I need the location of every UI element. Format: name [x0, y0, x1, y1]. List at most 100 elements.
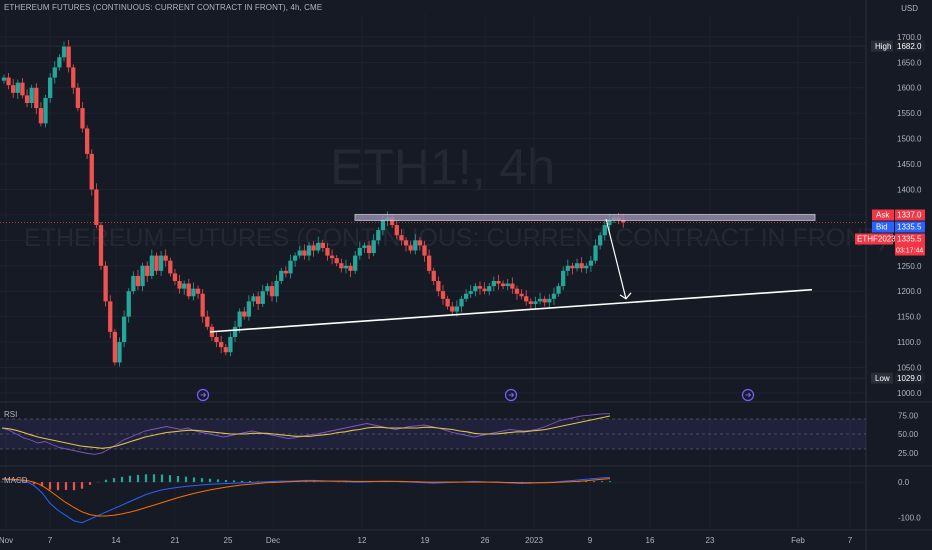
high-value: 1682.0 [897, 42, 922, 51]
candle-body [339, 263, 344, 269]
candle-body [135, 275, 141, 287]
candle-body [279, 270, 284, 282]
candle-body [403, 240, 409, 246]
candle-body [242, 311, 247, 317]
candle-body [20, 82, 25, 96]
candle-body [145, 265, 150, 276]
time-tick-label: 7 [48, 536, 53, 545]
time-tick-label: 19 [421, 536, 430, 545]
candle-body [71, 67, 76, 88]
candle-body [325, 247, 330, 256]
candle-body [29, 87, 34, 104]
candle-body [348, 265, 353, 271]
candle-body [570, 265, 575, 269]
candle-body [283, 270, 289, 274]
low-tag [871, 372, 893, 384]
candle-body [413, 240, 418, 251]
candle-body [228, 336, 233, 353]
candle-body [510, 283, 515, 289]
candle-body [598, 235, 603, 246]
candle-body [34, 87, 39, 109]
ask-tag [872, 209, 894, 221]
price-tick-label: 1550.0 [897, 109, 922, 118]
candle-body [431, 270, 436, 282]
candle-body [306, 245, 312, 256]
candle-body [302, 250, 307, 256]
time-tick-label: 14 [112, 536, 121, 545]
last-symbol-tag [855, 233, 893, 245]
time-tick-label: 9 [588, 536, 593, 545]
candle-body [574, 263, 580, 269]
candle-body [565, 265, 570, 271]
candle-body [533, 301, 538, 304]
candle-body [61, 46, 67, 58]
candle-body [149, 255, 154, 276]
projection-arrow [605, 218, 627, 299]
candle-body [371, 240, 376, 254]
candle-body [205, 316, 210, 327]
candle-body [219, 342, 224, 348]
price-axis[interactable]: 1700.0 1650.0 1600.0 1550.0 1500.0 1450.0 1400… [897, 33, 922, 398]
candle-body [237, 311, 242, 327]
time-axis[interactable]: Nov 7 14 21 25 Dec 12 19 26 2023 9 16 23 Feb 7 [0, 536, 853, 545]
time-tick-label: Nov [0, 536, 13, 545]
rsi-line [1, 413, 610, 455]
candle-body [172, 273, 178, 282]
candle-body [584, 265, 589, 269]
candle-body [426, 255, 432, 271]
time-tick-label: 7 [848, 536, 853, 545]
candle-body [200, 293, 205, 317]
candle-body [602, 225, 607, 236]
time-tick-label: Feb [791, 536, 805, 545]
candle-body [255, 296, 261, 304]
candle-body [491, 281, 496, 287]
rsi-tick-label: 50.00 [898, 430, 919, 439]
price-tick-label: 1700.0 [897, 33, 922, 42]
candle-body [38, 108, 44, 124]
event-markers[interactable] [196, 388, 755, 402]
candle-body [108, 301, 113, 332]
candle-body [251, 296, 256, 302]
candle-body [436, 281, 441, 292]
candle-body [353, 255, 358, 271]
candle-body [11, 85, 16, 93]
candle-body [450, 306, 455, 312]
candle-body [117, 342, 122, 363]
ask-tag-label: Ask [876, 211, 890, 220]
candle-body [6, 77, 11, 86]
candle-body [103, 265, 108, 302]
drawings[interactable] [0, 45, 866, 379]
macd-label: MACD [4, 476, 28, 485]
projection-arrow-head [619, 292, 632, 300]
candle-body [329, 255, 335, 259]
candle-body [52, 67, 57, 78]
candle-body [182, 283, 187, 289]
ask-value-box [895, 209, 925, 221]
last-symbol-label: ETHF2023 [857, 235, 896, 244]
event-icon [741, 388, 755, 402]
candle-body [542, 298, 547, 303]
candle-body [140, 265, 145, 287]
ask-value: 1337.0 [897, 211, 922, 220]
bid-tag-label: Bid [876, 223, 888, 232]
candle-body [112, 331, 118, 363]
price-tick-label: 1050.0 [897, 363, 922, 372]
candle-body [445, 298, 450, 307]
rsi-ma-line [1, 415, 611, 449]
candle-body [593, 245, 598, 261]
price-tick-label: 1000.0 [897, 389, 922, 398]
candle-body [274, 281, 279, 297]
event-icon [504, 388, 518, 402]
rsi-pane: 75.00 50.00 25.00 [0, 411, 919, 458]
candle-body [121, 316, 127, 343]
time-tick-label: 25 [224, 536, 233, 545]
high-tag [871, 40, 893, 52]
candle-body [537, 298, 543, 302]
candle-body [320, 242, 325, 248]
candle-body [154, 255, 159, 271]
event-arrow [508, 392, 515, 398]
candle-body [362, 245, 367, 248]
candle-body [528, 301, 533, 304]
candle-body [440, 291, 446, 299]
